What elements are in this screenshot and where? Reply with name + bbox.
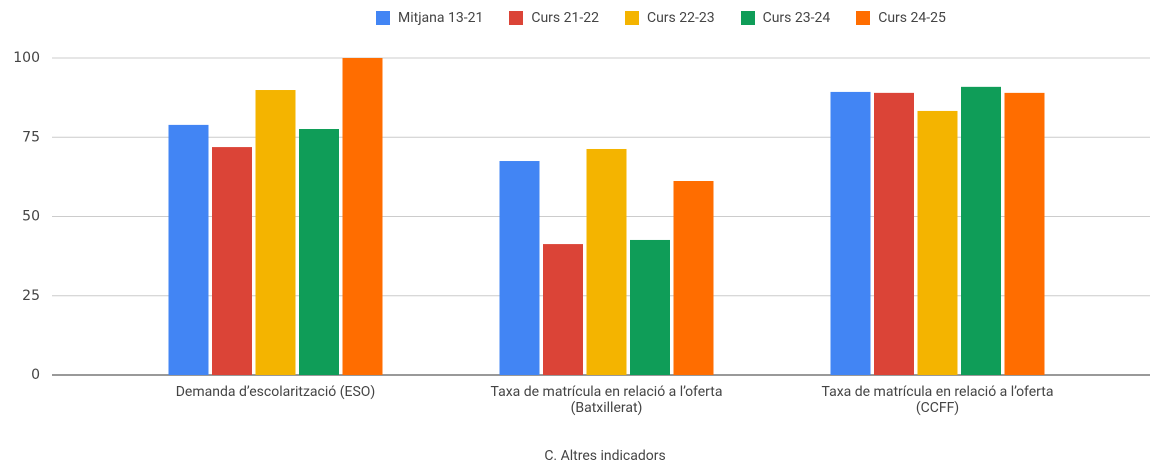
legend-item: Curs 23-24 xyxy=(740,10,831,26)
bar xyxy=(630,239,670,375)
bar xyxy=(961,86,1001,376)
legend-label: Mitjana 13-21 xyxy=(398,10,484,26)
y-tick-label: 50 xyxy=(22,209,40,225)
legend-label: Curs 24-25 xyxy=(878,10,946,26)
x-tick-label: Demanda d’escolarització (ESO) xyxy=(175,384,376,400)
legend-label: Curs 23-24 xyxy=(762,10,831,26)
y-tick-label: 25 xyxy=(22,288,40,304)
bar xyxy=(830,91,871,375)
legend-swatch xyxy=(740,11,755,25)
legend: Mitjana 13-21 Curs 21-22 Curs 22-23 Curs 23… xyxy=(376,10,946,26)
bar xyxy=(168,124,209,376)
legend-label: Curs 22-23 xyxy=(646,10,715,26)
x-axis-title: C. Altres indicadors xyxy=(544,448,666,464)
bar xyxy=(917,110,958,376)
bar xyxy=(673,180,714,375)
legend-swatch xyxy=(376,11,390,25)
legend-item: Curs 21-22 xyxy=(509,10,599,26)
legend-swatch xyxy=(624,11,639,25)
bar xyxy=(255,90,296,375)
y-tick-label: 0 xyxy=(31,367,40,383)
bar xyxy=(342,58,383,375)
y-tick-label: 100 xyxy=(13,50,40,66)
bar xyxy=(874,92,914,376)
y-tick-label: 75 xyxy=(22,129,40,145)
bar xyxy=(212,147,252,375)
bar xyxy=(1004,92,1045,376)
legend-swatch xyxy=(509,11,524,25)
x-tick-label: Taxa de matrícula en relació a l’oferta … xyxy=(490,384,723,416)
legend-swatch xyxy=(856,11,871,25)
x-tick-label: Taxa de matrícula en relació a l’oferta … xyxy=(821,384,1054,416)
bar xyxy=(586,148,627,375)
legend-label: Curs 21-22 xyxy=(531,10,599,26)
legend-item: Mitjana 13-21 xyxy=(376,10,483,26)
bar xyxy=(543,244,583,375)
legend-item: Curs 22-23 xyxy=(624,10,715,26)
legend-item: Curs 24-25 xyxy=(856,10,946,26)
bar xyxy=(299,129,339,375)
bar xyxy=(499,161,540,375)
